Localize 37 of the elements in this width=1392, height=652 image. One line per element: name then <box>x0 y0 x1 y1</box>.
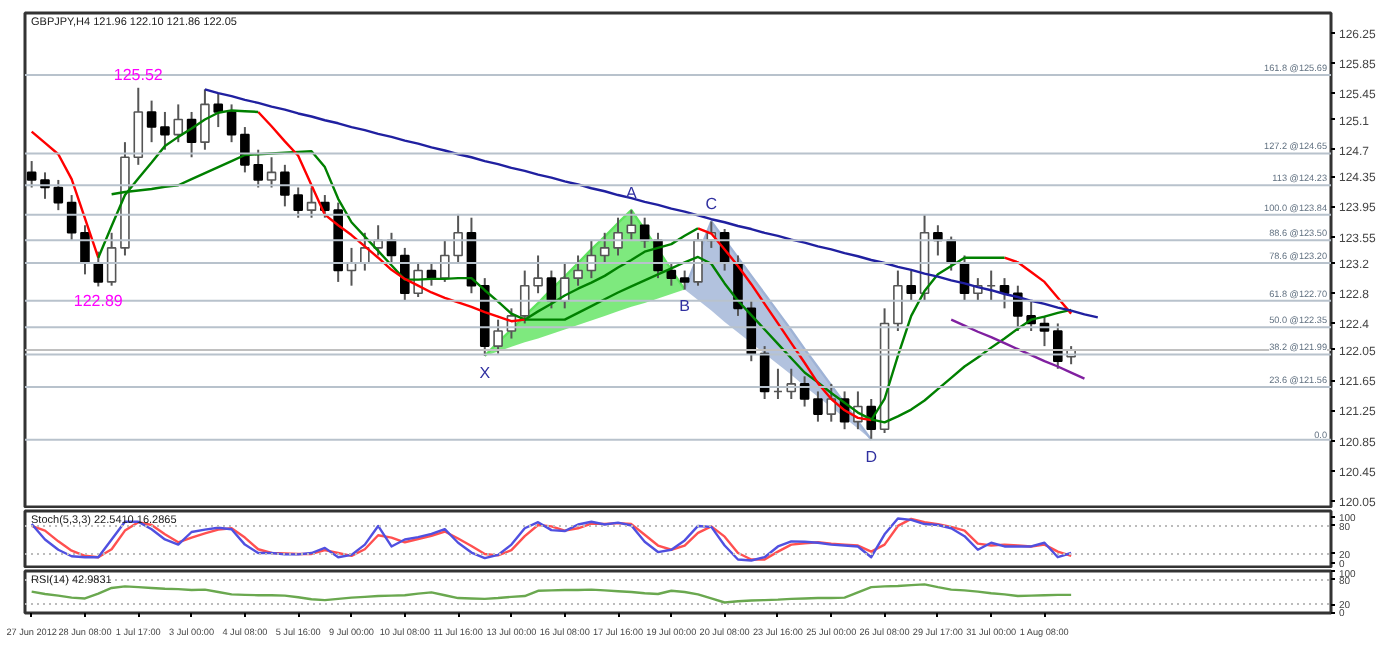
candlestick <box>306 186 317 219</box>
candlestick <box>106 231 117 287</box>
candlestick <box>546 269 557 310</box>
annotation: B <box>679 297 691 316</box>
annotation: X <box>479 363 492 382</box>
candlestick <box>280 163 290 208</box>
candlestick <box>173 103 184 144</box>
candlestick <box>266 156 277 189</box>
candlestick <box>146 99 157 144</box>
candlestick <box>573 254 583 287</box>
annotation: C <box>705 195 718 214</box>
candlestick <box>893 269 903 332</box>
candlestick <box>826 382 837 423</box>
candlestick <box>493 318 503 355</box>
candlestick <box>519 269 530 325</box>
line-series <box>203 88 1099 319</box>
candlestick <box>626 209 637 242</box>
annotation: 125.52 <box>113 65 164 84</box>
annotation: 122.89 <box>73 292 124 311</box>
candlestick <box>200 88 210 151</box>
candlestick <box>26 160 37 189</box>
candlestick <box>226 103 237 144</box>
candlestick <box>533 254 543 295</box>
candlestick <box>253 148 264 189</box>
candlestick <box>53 178 64 212</box>
candlestick <box>666 262 677 287</box>
candlestick <box>946 235 956 272</box>
candlestick <box>599 231 610 265</box>
candlestick <box>613 216 623 257</box>
annotation: D <box>865 447 878 466</box>
candlestick <box>293 186 303 219</box>
candlestick <box>80 224 90 276</box>
candlestick <box>133 86 144 166</box>
line-series <box>949 318 1086 380</box>
candlestick <box>679 269 690 291</box>
candlestick <box>93 250 104 288</box>
line-series <box>30 583 1073 604</box>
